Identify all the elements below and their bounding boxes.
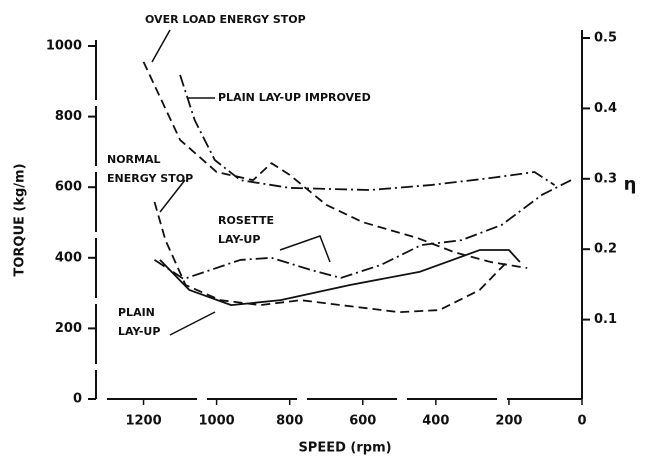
- x-axis-label: SPEED (rpm): [298, 441, 391, 456]
- y-tick-label: 800: [55, 109, 82, 124]
- y2-tick-label: 0.4: [594, 101, 617, 116]
- y2-tick-label: 0.3: [594, 171, 617, 186]
- x-tick-label: 0: [577, 414, 586, 429]
- arrow: [159, 179, 186, 213]
- x-tick-label: 600: [349, 414, 376, 429]
- annotation: OVER LOAD ENERGY STOP: [145, 13, 306, 26]
- y2-tick-label: 0.5: [594, 31, 617, 46]
- y-tick-label: 200: [55, 321, 82, 336]
- series-line: [159, 249, 521, 307]
- x-tick-label: 1200: [125, 414, 161, 429]
- arrow: [279, 235, 331, 263]
- y-tick-label: 0: [73, 392, 82, 407]
- series-line: [179, 74, 556, 191]
- series-line: [153, 201, 510, 314]
- series-line: [154, 179, 572, 280]
- annotation: PLAIN LAY-UP: [118, 306, 161, 338]
- arrow: [151, 29, 171, 63]
- x-tick-label: 800: [276, 414, 303, 429]
- annotation: NORMAL ENERGY STOP: [107, 153, 194, 185]
- arrow: [169, 311, 216, 336]
- x-tick-label: 400: [422, 414, 449, 429]
- y-tick-label: 400: [55, 250, 82, 265]
- y-axis-label: TORQUE (kg/m): [13, 163, 28, 276]
- y-tick-label: 600: [55, 180, 82, 195]
- y2-axis-label: η: [624, 174, 637, 195]
- annotation: ROSETTE LAY-UP: [218, 214, 275, 246]
- y2-tick-label: 0.1: [594, 312, 617, 327]
- annotation: PLAIN LAY-UP IMPROVED: [218, 91, 371, 104]
- series-line: [142, 61, 528, 269]
- y2-tick-label: 0.2: [594, 242, 617, 257]
- x-tick-label: 1000: [199, 414, 235, 429]
- y-tick-label: 1000: [46, 39, 82, 54]
- x-tick-label: 200: [495, 414, 522, 429]
